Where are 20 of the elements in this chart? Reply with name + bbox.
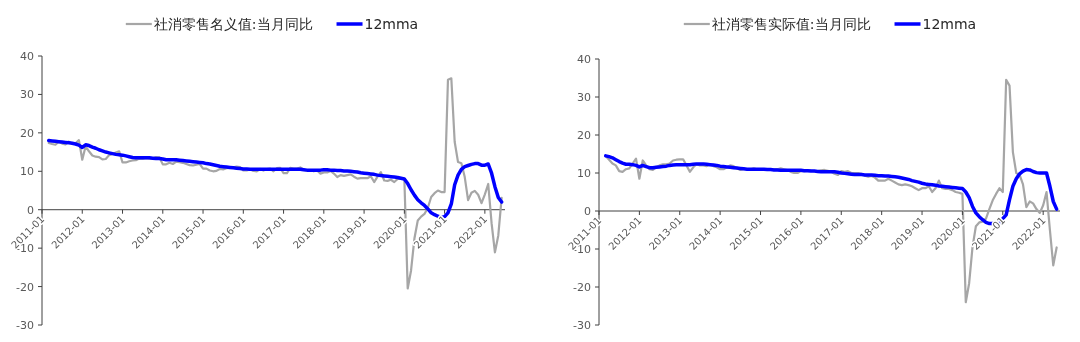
- legend-label: 12mma: [922, 16, 977, 32]
- line-series: [604, 78, 1058, 304]
- y-tick-label: -30: [16, 319, 34, 332]
- y-tick-label: 20: [20, 126, 34, 140]
- y-tick-label: 10: [577, 167, 591, 180]
- legend-label: 12mma: [364, 16, 419, 32]
- y-tick-label: 20: [577, 129, 591, 142]
- y-tick-label: -20: [16, 280, 34, 294]
- line-series: [47, 77, 503, 290]
- y-tick-label: -20: [573, 281, 591, 294]
- y-tick-label: -30: [573, 319, 591, 332]
- legend-label: 社消零售名义值:当月同比: [153, 16, 313, 32]
- y-tick-label: 0: [27, 203, 34, 217]
- y-tick-label: 10: [20, 165, 34, 179]
- y-tick-label: 0: [584, 205, 591, 218]
- y-tick-label: 30: [20, 88, 34, 102]
- legend-label: 社消零售实际值:当月同比: [711, 16, 871, 32]
- y-tick-label: 30: [577, 91, 591, 104]
- y-tick-label: 40: [20, 50, 34, 63]
- y-tick-label: 40: [577, 53, 591, 66]
